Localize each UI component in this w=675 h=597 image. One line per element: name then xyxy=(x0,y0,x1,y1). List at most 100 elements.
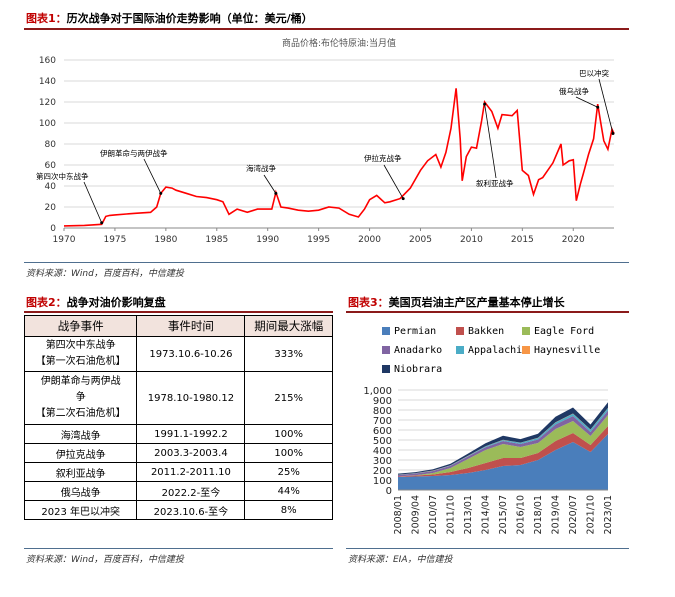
y-tick-label: 800 xyxy=(373,406,392,417)
legend-label: Permian xyxy=(394,326,437,337)
table-title: 图表2：战争对油价影响复盘 xyxy=(26,294,166,310)
legend-swatch xyxy=(382,327,390,335)
x-tick-label: 2011/10 xyxy=(446,495,457,534)
annotation-arrow xyxy=(83,181,103,223)
chart-legend: Eagle Ford xyxy=(522,326,594,337)
x-tick-label: 2021/10 xyxy=(586,495,597,534)
cell-rise: 44% xyxy=(244,481,333,501)
table-row: 海湾战争 1991.1-1992.2 100% xyxy=(23,424,333,444)
x-tick-label: 2018/01 xyxy=(533,495,544,534)
cell-rise: 8% xyxy=(244,500,333,520)
x-tick-label: 2010 xyxy=(460,235,483,245)
x-tick-label: 2015/07 xyxy=(498,495,509,534)
x-tick-label: 1970 xyxy=(53,235,76,245)
y-tick-label: 100 xyxy=(373,476,392,487)
header-event: 战争事件 xyxy=(23,315,138,337)
y-tick-label: 0 xyxy=(50,224,56,234)
x-tick-label: 1975 xyxy=(103,235,126,245)
y-tick-label: 60 xyxy=(45,161,57,171)
area-niobrara xyxy=(398,402,608,475)
cell-event: 第四次中东战争 【第一次石油危机】 xyxy=(23,336,138,372)
table-top-rule xyxy=(24,311,333,313)
chart-title: 商品价格:布伦特原油:当月值 xyxy=(282,37,396,49)
x-tick-label: 2023/01 xyxy=(603,495,614,534)
y-tick-label: 1,000 xyxy=(363,386,392,397)
annotation-label: 伊朗革命与两伊战争 xyxy=(100,148,168,158)
cell-rise: 333% xyxy=(244,336,333,372)
legend-swatch xyxy=(382,346,390,354)
event-line: 【第一次石油危机】 xyxy=(35,356,126,367)
annotation-arrowhead xyxy=(611,132,615,135)
brent-price-line xyxy=(63,88,615,227)
x-tick-label: 2009/04 xyxy=(411,495,422,534)
x-tick-label: 1985 xyxy=(205,235,228,245)
annotation-arrow xyxy=(575,96,598,108)
legend-swatch xyxy=(456,327,464,335)
header-time: 事件时间 xyxy=(136,315,246,337)
legend-item: Eagle Ford xyxy=(522,326,594,337)
y-tick-label: 20 xyxy=(45,203,57,213)
legend-label: Bakken xyxy=(468,326,505,337)
y-tick-label: 140 xyxy=(39,77,56,87)
table-label: 图表2： xyxy=(26,296,67,309)
y-tick-label: 900 xyxy=(373,396,392,407)
cell-rise: 25% xyxy=(244,462,333,482)
annotation-label: 俄乌战争 xyxy=(559,86,589,96)
x-tick-label: 1995 xyxy=(307,235,330,245)
figure1-title-text: 历次战争对于国际油价走势影响（单位：美元/桶） xyxy=(66,12,313,25)
table-row: 伊朗革命与两伊战争【第二次石油危机】 1978.10-1980.12 215% xyxy=(23,371,333,425)
cell-time: 1973.10.6-10.26 xyxy=(136,336,246,372)
table-bottom-rule xyxy=(24,548,333,549)
cell-event: 俄乌战争 xyxy=(23,481,138,501)
annotation-label: 海湾战争 xyxy=(246,163,276,173)
x-tick-label: 2008/01 xyxy=(393,495,404,534)
table-row: 伊拉克战争 2003.3-2003.4 100% xyxy=(23,443,333,463)
area-eagle-ford xyxy=(398,415,608,477)
cell-rise: 100% xyxy=(244,443,333,463)
area-anadarko xyxy=(398,410,608,477)
x-tick-label: 1990 xyxy=(256,235,279,245)
figure1-bottom-rule xyxy=(24,262,629,263)
x-tick-label: 2015 xyxy=(511,235,534,245)
chart-legend: Niobrara xyxy=(382,364,442,375)
figure1-top-rule xyxy=(24,28,629,30)
x-tick-label: 2020 xyxy=(562,235,585,245)
x-tick-label: 2014/04 xyxy=(481,495,492,534)
chart-legend: Bakken xyxy=(456,326,504,337)
legend-swatch xyxy=(382,365,390,373)
x-tick-label: 2019/04 xyxy=(551,495,562,534)
legend-label: Anadarko xyxy=(394,345,443,356)
x-tick-label: 2013/01 xyxy=(463,495,474,534)
figure3-title-text: 美国页岩油主产区产量基本停止增长 xyxy=(388,296,565,309)
table-row: 俄乌战争 2022.2-至今 44% xyxy=(23,481,333,501)
chart-legend: Appalachia xyxy=(456,345,528,356)
figure1-label: 图表1： xyxy=(26,12,67,25)
x-tick-label: 2020/07 xyxy=(568,495,579,534)
event-line: 伊朗革命与两伊战 xyxy=(40,376,121,387)
legend-swatch xyxy=(522,327,530,335)
annotation-arrowhead xyxy=(100,221,104,225)
legend-item: Permian xyxy=(382,326,436,337)
y-tick-label: 80 xyxy=(45,140,57,150)
cell-event: 叙利亚战争 xyxy=(23,462,138,482)
cell-time: 2022.2-至今 xyxy=(136,481,246,501)
legend-item: Bakken xyxy=(456,326,504,337)
cell-event: 伊朗革命与两伊战争【第二次石油危机】 xyxy=(23,371,138,425)
annotation-arrow xyxy=(263,174,277,194)
cell-time: 1978.10-1980.12 xyxy=(136,371,246,425)
cell-event: 伊拉克战争 xyxy=(23,443,138,463)
annotation-label: 巴以冲突 xyxy=(579,68,609,78)
war-impact-table: 战争事件 事件时间 期间最大涨幅 第四次中东战争 【第一次石油危机】 1973.1… xyxy=(23,315,333,520)
cell-time: 2023.10.6-至今 xyxy=(136,500,246,520)
legend-label: Haynesville xyxy=(534,345,601,356)
y-tick-label: 40 xyxy=(45,182,57,192)
event-line: 第四次中东战争 xyxy=(45,340,116,351)
y-tick-label: 100 xyxy=(39,119,56,129)
y-tick-label: 300 xyxy=(373,456,392,467)
cell-event: 海湾战争 xyxy=(23,424,138,444)
annotation-arrowhead xyxy=(596,105,600,109)
annotation-arrow xyxy=(598,78,614,134)
chart-legend: Permian xyxy=(382,326,436,337)
table-row: 叙利亚战争 2011.2-2011.10 25% xyxy=(23,462,333,482)
annotation-arrowhead xyxy=(274,191,278,195)
